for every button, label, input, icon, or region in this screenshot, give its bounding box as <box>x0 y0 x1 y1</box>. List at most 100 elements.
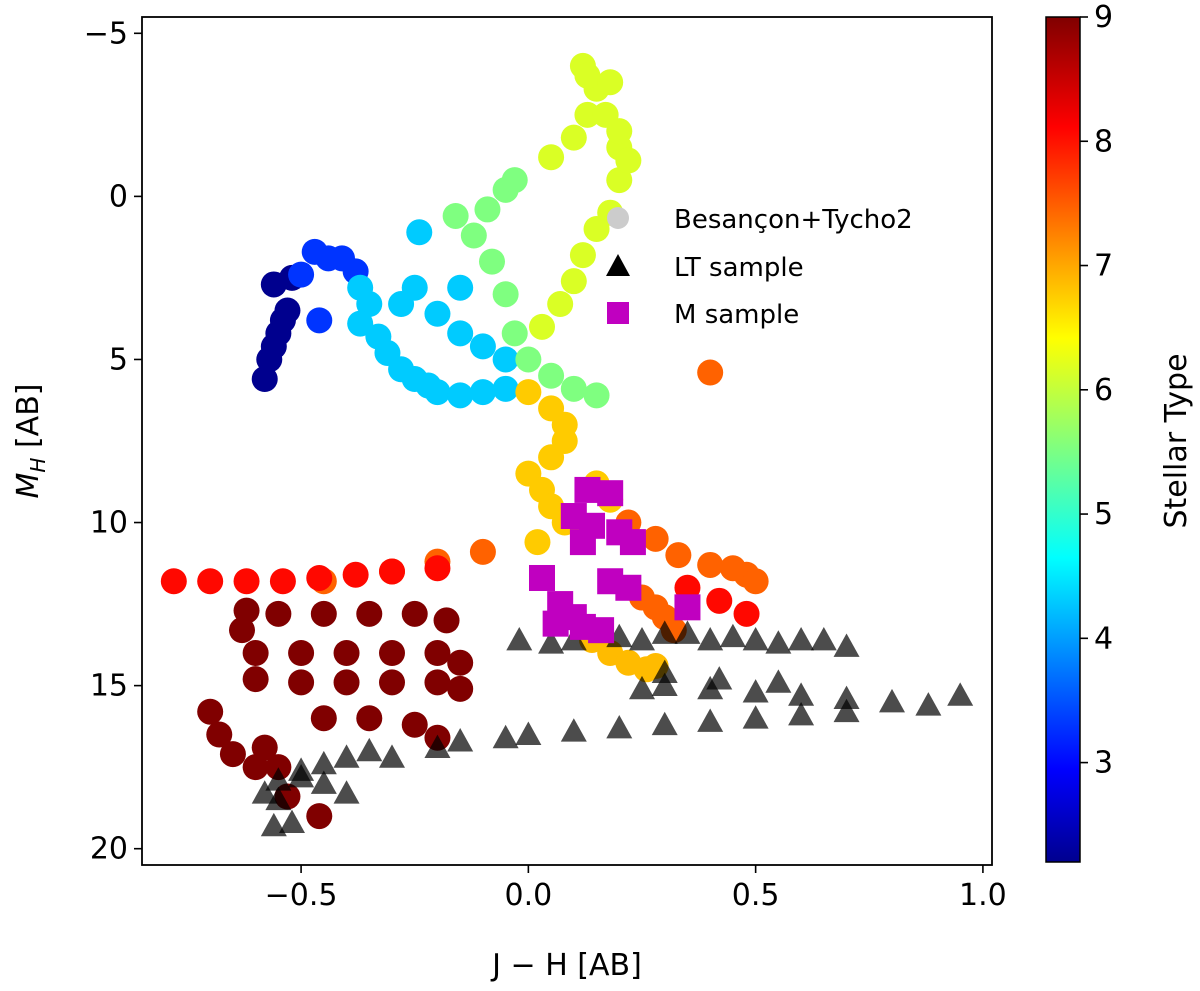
besancon-point <box>406 219 433 246</box>
besancon-point <box>442 202 469 229</box>
besancon-point <box>242 666 269 693</box>
lt-sample-point <box>765 630 792 654</box>
lt-sample-point <box>333 744 360 768</box>
besancon-point <box>233 568 260 595</box>
besancon-point <box>515 346 542 373</box>
besancon-point <box>251 734 278 761</box>
besancon-point <box>288 261 315 288</box>
lt-sample-point <box>833 698 860 723</box>
m-sample-point <box>588 617 615 644</box>
besancon-point <box>333 669 360 696</box>
besancon-point <box>606 118 633 145</box>
besancon-point <box>447 274 474 301</box>
besancon-point <box>265 600 292 627</box>
lt-sample-point <box>265 767 292 791</box>
besancon-point <box>524 529 551 556</box>
lt-sample-point <box>629 675 655 700</box>
besancon-point <box>229 617 255 644</box>
besancon-point <box>697 551 724 578</box>
lt-sample-point <box>260 812 287 837</box>
colorbar-tick-label: 3 <box>1094 746 1113 781</box>
besancon-point <box>401 600 428 627</box>
lt-sample-point <box>742 705 769 729</box>
lt-sample-point <box>251 780 278 804</box>
m-sample-point <box>529 564 555 591</box>
besancon-point <box>310 705 337 732</box>
besancon-point <box>424 640 451 666</box>
besancon-point <box>529 313 555 340</box>
x-tick-label: −0.5 <box>265 878 338 913</box>
besancon-point <box>469 538 496 565</box>
lt-sample-point <box>651 672 678 697</box>
besancon-point <box>492 281 519 308</box>
lt-sample-point <box>310 770 337 794</box>
besancon-point <box>742 568 769 595</box>
besancon-point <box>288 669 315 696</box>
x-tick-label: 0.0 <box>505 878 553 913</box>
besancon-point <box>356 705 383 732</box>
besancon-point <box>560 124 587 151</box>
colorbar-tick-label: 9 <box>1094 0 1113 35</box>
besancon-point <box>501 167 528 194</box>
besancon-point <box>538 444 565 471</box>
besancon-point <box>447 649 474 676</box>
besancon-point <box>379 669 405 696</box>
besancon-point <box>356 291 383 318</box>
besancon-point <box>569 242 596 269</box>
legend-label: LT sample <box>674 253 804 283</box>
lt-sample-point <box>651 711 678 736</box>
y-tick-label: −5 <box>84 16 128 51</box>
x-axis-label: J − H [AB] <box>490 948 642 983</box>
besancon-point <box>547 291 574 318</box>
m-sample-point <box>615 574 642 601</box>
y-tick-label: 20 <box>90 832 128 867</box>
besancon-point <box>515 379 542 406</box>
besancon-point <box>447 320 474 347</box>
m-sample-point <box>542 610 569 637</box>
lt-sample-point <box>697 626 724 651</box>
besancon-point <box>501 320 528 347</box>
lt-sample-point <box>879 688 905 713</box>
x-tick-label: 0.5 <box>732 878 780 913</box>
colorbar-label: Stellar Type <box>1159 353 1194 528</box>
besancon-point <box>269 568 296 595</box>
besancon-point <box>447 675 474 702</box>
lt-sample-point <box>651 659 678 683</box>
lt-sample-point <box>915 692 942 716</box>
lt-sample-point <box>651 620 678 644</box>
besancon-point <box>706 587 733 614</box>
colorbar-ticks: 3 4 5 6 7 8 9 <box>1080 0 1113 781</box>
m-sample-point <box>574 476 601 503</box>
lt-sample-point <box>606 715 633 739</box>
lt-sample-point <box>947 682 974 706</box>
besancon-point <box>479 248 505 275</box>
besancon-point <box>288 640 315 666</box>
besancon-point <box>642 525 669 552</box>
besancon-point <box>379 640 405 666</box>
lt-sample-point <box>706 666 733 690</box>
besancon-point <box>233 597 260 624</box>
besancon-point <box>242 640 269 666</box>
colorbar-tick-label: 7 <box>1094 249 1113 284</box>
legend: Besançon+Tycho2 LT sample M sample <box>606 205 913 330</box>
besancon-point <box>597 69 624 96</box>
besancon-point <box>160 568 187 595</box>
plot-frame <box>141 16 993 866</box>
legend-marker-lt <box>606 254 630 276</box>
lt-sample-point <box>810 626 837 651</box>
besancon-point <box>401 711 428 738</box>
besancon-point <box>574 62 601 89</box>
legend-label: Besançon+Tycho2 <box>674 205 913 235</box>
besancon-point <box>469 333 496 360</box>
y-tick-label: 5 <box>109 342 128 377</box>
lt-sample-point <box>356 737 383 762</box>
lt-sample-point <box>265 786 292 811</box>
besancon-point <box>388 291 415 318</box>
besancon-point <box>379 558 405 585</box>
besancon-point <box>356 600 383 627</box>
lt-sample-point <box>288 763 315 788</box>
besancon-point <box>197 568 224 595</box>
lt-sample-point <box>719 623 746 648</box>
